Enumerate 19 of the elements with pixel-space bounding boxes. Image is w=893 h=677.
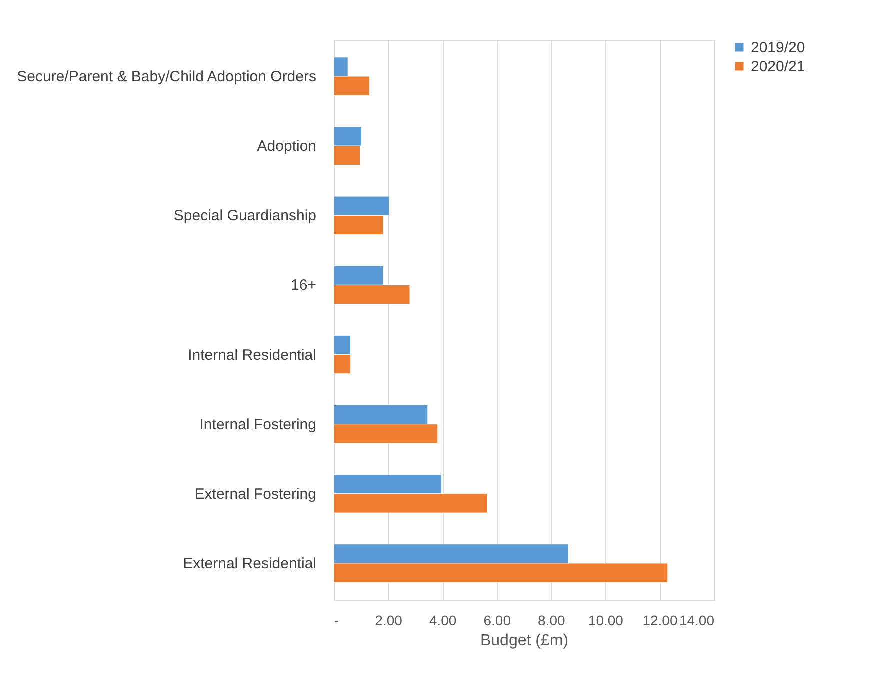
x-axis-title: Budget (£m) [480, 632, 569, 650]
y-tick-label: External Fostering [194, 486, 316, 503]
y-tick-label: External Residential [183, 555, 316, 572]
y-tick-label: 16+ [291, 277, 317, 294]
x-tick-label: 10.00 [588, 612, 624, 628]
legend-label: 2019/20 [751, 40, 806, 56]
x-tick-label: 12.00 [642, 612, 678, 628]
y-tick-label: Special Guardianship [174, 208, 316, 225]
y-tick-label: Adoption [257, 138, 316, 156]
x-tick-label: 4.00 [429, 612, 457, 628]
x-tick-label: 8.00 [538, 612, 566, 628]
x-tick-label: 2.00 [375, 612, 403, 628]
legend-label: 2020/21 [751, 58, 806, 76]
x-tick-label: 14.00 [679, 612, 715, 628]
y-tick-label: Secure/Parent & Baby/Child Adoption Orders [17, 68, 316, 86]
x-tick-label: 6.00 [484, 612, 512, 628]
y-tick-label: Internal Fostering [200, 416, 316, 434]
y-tick-label: Internal Residential [188, 346, 316, 364]
x-tick-label: - [334, 612, 340, 628]
